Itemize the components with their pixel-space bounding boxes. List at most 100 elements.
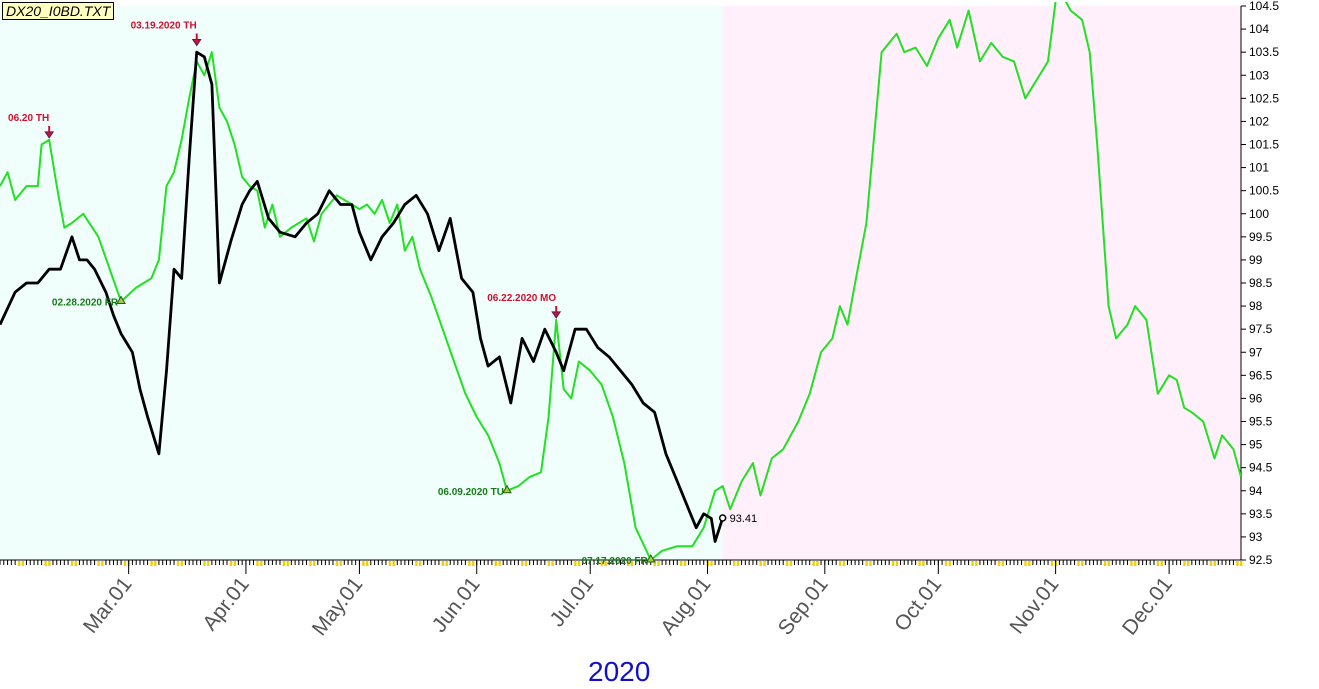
weekend-tick [362, 561, 365, 566]
weekend-tick [494, 561, 498, 566]
y-tick-label: 94.5 [1249, 461, 1273, 475]
weekend-tick [816, 561, 819, 566]
y-tick-label: 97.5 [1249, 322, 1273, 336]
high-marker-label: 06.22.2020 MO [487, 293, 556, 304]
weekend-tick [1107, 561, 1110, 566]
weekend-tick [812, 561, 815, 566]
weekend-tick [895, 561, 899, 566]
y-tick-label: 93.5 [1249, 507, 1273, 521]
weekend-tick [1209, 561, 1213, 566]
weekend-tick [229, 561, 233, 566]
y-tick-label: 103.5 [1249, 45, 1279, 59]
weekend-tick [759, 561, 762, 566]
weekend-tick [736, 561, 740, 566]
weekend-tick [1028, 561, 1031, 566]
weekend-tick [918, 561, 921, 566]
x-tick-label: Nov.01 [1005, 573, 1063, 638]
weekend-tick [1081, 561, 1084, 566]
weekend-tick [521, 561, 524, 566]
weekend-tick [97, 561, 100, 566]
weekend-tick [604, 561, 607, 566]
weekend-tick [1240, 561, 1243, 566]
y-tick-label: 97 [1249, 345, 1263, 359]
weekend-tick [1183, 561, 1186, 566]
weekend-tick [1187, 561, 1190, 566]
x-tick-label: Oct.01 [890, 573, 946, 636]
weekend-tick [388, 561, 392, 566]
weekend-tick [1077, 561, 1080, 566]
weekend-tick [524, 561, 528, 566]
y-tick-label: 102 [1249, 114, 1269, 128]
weekend-tick [154, 561, 157, 566]
x-tick-label: Jul.01 [546, 573, 599, 631]
weekend-tick [710, 561, 713, 566]
low-marker-triangle [502, 484, 512, 494]
weekend-tick [1130, 561, 1133, 566]
weekend-tick [997, 561, 1001, 566]
weekend-tick [547, 561, 551, 566]
weekend-tick [101, 561, 104, 566]
weekend-tick [1160, 561, 1163, 566]
weekend-tick [577, 561, 581, 566]
weekend-tick [392, 561, 395, 566]
y-tick-label: 103 [1249, 68, 1269, 82]
weekend-tick [551, 561, 554, 566]
green-series-line [0, 2, 1241, 561]
y-tick-label: 100 [1249, 207, 1269, 221]
weekend-tick [339, 561, 342, 566]
y-tick-label: 99.5 [1249, 230, 1273, 244]
black-series-line [0, 50, 725, 543]
y-tick-label: 102.5 [1249, 91, 1279, 105]
y-tick-label: 96 [1249, 391, 1263, 405]
weekend-tick [891, 561, 895, 566]
weekend-tick [785, 561, 789, 566]
weekend-tick [1024, 561, 1027, 566]
weekend-tick [150, 561, 153, 566]
y-tick-label: 104.5 [1249, 0, 1279, 13]
last-value-label: 93.41 [730, 513, 758, 525]
weekend-tick [922, 561, 925, 566]
weekend-tick [789, 561, 793, 566]
y-tick-label: 95 [1249, 438, 1263, 452]
x-tick-label: Aug.01 [656, 573, 715, 640]
x-tick-label: Apr.01 [198, 573, 254, 635]
high-marker-label: 06.20 TH [8, 113, 49, 124]
weekend-tick [680, 561, 683, 566]
y-tick-label: 92.5 [1249, 553, 1273, 567]
weekend-tick [838, 561, 842, 566]
weekend-tick [74, 561, 78, 566]
y-tick-label: 98.5 [1249, 276, 1273, 290]
weekend-tick [683, 561, 687, 566]
weekend-tick [653, 561, 656, 566]
weekend-tick [207, 561, 210, 566]
low-marker-triangle [645, 553, 656, 563]
weekend-tick [869, 561, 872, 566]
y-tick-label: 100.5 [1249, 184, 1279, 198]
x-tick-label: Mar.01 [79, 573, 137, 638]
weekend-tick [733, 561, 736, 566]
y-tick-label: 94 [1249, 484, 1263, 498]
weekend-tick [335, 561, 339, 566]
weekend-tick [471, 561, 475, 566]
y-tick-label: 101 [1249, 161, 1269, 175]
y-tick-label: 101.5 [1249, 138, 1279, 152]
weekend-tick [630, 561, 634, 566]
weekend-tick [180, 561, 184, 566]
y-tick-label: 99 [1249, 253, 1263, 267]
weekend-tick [1156, 561, 1160, 566]
weekend-tick [44, 561, 47, 566]
weekend-tick [48, 561, 51, 566]
weekend-tick [1103, 561, 1107, 566]
weekend-tick [445, 561, 448, 566]
year-axis-label: 2020 [588, 656, 651, 687]
weekend-tick [468, 561, 471, 566]
weekend-tick [627, 561, 630, 566]
weekend-tick [366, 561, 369, 566]
weekend-tick [123, 561, 127, 566]
weekend-tick [498, 561, 501, 566]
weekend-tick [1050, 561, 1054, 566]
last-value-marker [718, 514, 727, 522]
weekend-tick [944, 561, 948, 566]
weekend-tick [1213, 561, 1216, 566]
